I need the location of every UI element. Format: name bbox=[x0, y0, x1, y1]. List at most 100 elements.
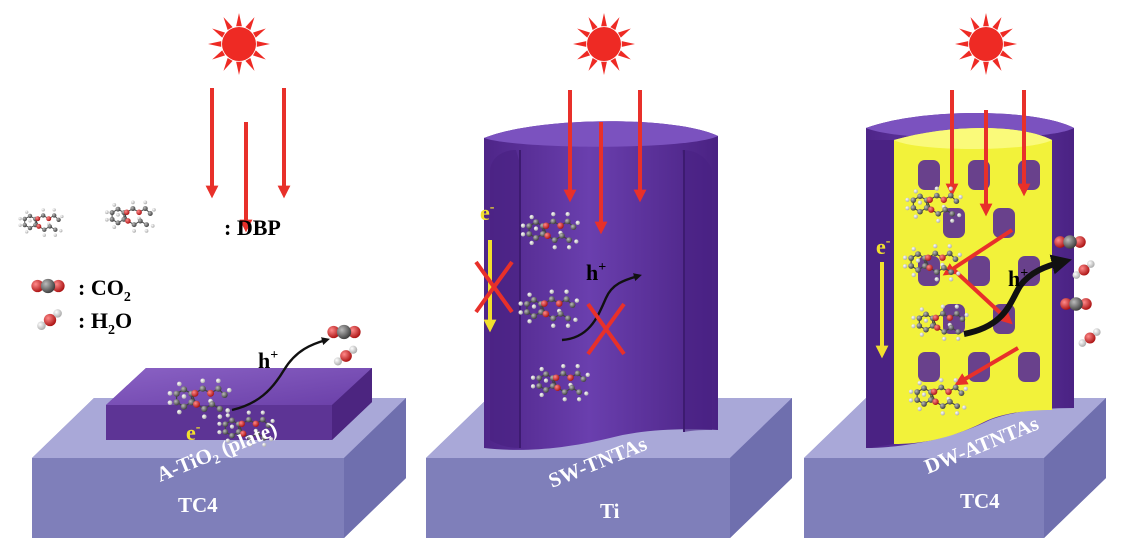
atom bbox=[908, 389, 914, 394]
atom bbox=[914, 389, 921, 395]
atom bbox=[567, 374, 574, 381]
atom bbox=[115, 220, 121, 226]
atom bbox=[42, 233, 46, 237]
sun-ray bbox=[610, 57, 620, 71]
atom bbox=[913, 189, 918, 194]
atom bbox=[269, 437, 274, 442]
atom bbox=[27, 225, 33, 231]
atom bbox=[902, 264, 908, 269]
legend: : DBP : CO2 : H2O bbox=[18, 200, 281, 338]
atom bbox=[932, 250, 939, 257]
atom bbox=[916, 315, 923, 321]
atom bbox=[56, 217, 61, 222]
dbp-molecule-icon bbox=[902, 244, 962, 282]
tube-window bbox=[1018, 352, 1040, 382]
atom bbox=[518, 301, 523, 306]
atom bbox=[566, 245, 572, 250]
atom bbox=[930, 388, 938, 395]
atom bbox=[959, 316, 966, 322]
atom bbox=[225, 438, 230, 443]
atom bbox=[946, 314, 953, 321]
atom bbox=[539, 366, 544, 372]
co2-molecule-icon bbox=[31, 278, 65, 294]
tube-window bbox=[918, 160, 940, 190]
sun-ray bbox=[992, 57, 1002, 71]
sun-ray bbox=[223, 57, 233, 71]
atom bbox=[137, 218, 143, 224]
atom bbox=[914, 397, 921, 403]
atom bbox=[523, 309, 530, 316]
atom bbox=[923, 318, 929, 323]
atom bbox=[215, 385, 222, 392]
tube-window bbox=[1018, 160, 1040, 190]
atom bbox=[235, 429, 242, 435]
light-arrows-3 bbox=[942, 90, 1031, 386]
atom bbox=[130, 206, 136, 212]
atom bbox=[561, 389, 568, 395]
atom bbox=[229, 424, 235, 429]
atom bbox=[538, 309, 545, 316]
atom bbox=[201, 414, 207, 420]
atom bbox=[531, 296, 537, 303]
h2o-molecule-icon bbox=[1078, 328, 1101, 347]
atom bbox=[173, 390, 180, 397]
sun-ray bbox=[959, 50, 973, 60]
atom bbox=[954, 411, 960, 416]
atom bbox=[225, 413, 230, 418]
atom bbox=[336, 324, 352, 340]
hole-label-1: h+ bbox=[258, 348, 278, 373]
atom bbox=[954, 304, 959, 309]
atom bbox=[1092, 328, 1101, 336]
sun-ray bbox=[573, 41, 587, 47]
sun-ray bbox=[256, 41, 270, 47]
atom bbox=[217, 414, 223, 420]
atom bbox=[221, 391, 228, 398]
atom bbox=[261, 435, 267, 441]
sun-ray bbox=[208, 41, 222, 47]
tio2-plate bbox=[106, 368, 372, 440]
atom bbox=[22, 222, 27, 228]
atom bbox=[902, 255, 908, 260]
atom bbox=[543, 378, 549, 383]
atom bbox=[963, 386, 968, 391]
tube-window bbox=[968, 256, 990, 286]
light-arrow-icon bbox=[952, 268, 1013, 325]
atom bbox=[928, 206, 935, 213]
atom bbox=[1078, 339, 1087, 347]
atom bbox=[555, 300, 563, 307]
light-arrows-2 bbox=[563, 90, 647, 235]
panel-plate: h+ e- A-TiO₂ (plate) TC4 bbox=[32, 13, 406, 538]
dbp-molecule-icon bbox=[905, 186, 963, 223]
atom bbox=[549, 383, 556, 389]
atom bbox=[948, 277, 954, 282]
atom bbox=[550, 315, 557, 322]
atom bbox=[150, 224, 155, 228]
atom bbox=[523, 300, 530, 307]
atom bbox=[956, 336, 961, 341]
atom bbox=[574, 239, 579, 244]
dbp-molecules-2 bbox=[518, 212, 590, 402]
atom bbox=[580, 376, 587, 382]
h2o-molecule-icon bbox=[37, 309, 62, 330]
atom bbox=[551, 237, 558, 243]
dbp-molecules-3 bbox=[902, 186, 969, 416]
atom bbox=[252, 420, 259, 427]
atom bbox=[947, 244, 952, 249]
atom bbox=[180, 386, 188, 393]
sun-ray bbox=[577, 28, 591, 38]
atom bbox=[917, 208, 923, 215]
atom bbox=[59, 229, 63, 233]
atom bbox=[327, 325, 340, 339]
atom bbox=[921, 392, 927, 397]
atom bbox=[265, 422, 272, 428]
atom bbox=[917, 406, 922, 412]
atom bbox=[533, 219, 539, 225]
atom bbox=[915, 258, 921, 263]
atom bbox=[933, 269, 940, 275]
atom bbox=[222, 421, 229, 427]
atom bbox=[1074, 236, 1086, 248]
atom bbox=[254, 430, 260, 437]
co2-molecule-icon bbox=[31, 278, 65, 294]
atom bbox=[188, 399, 195, 406]
hole-arrow-3 bbox=[963, 254, 1072, 337]
